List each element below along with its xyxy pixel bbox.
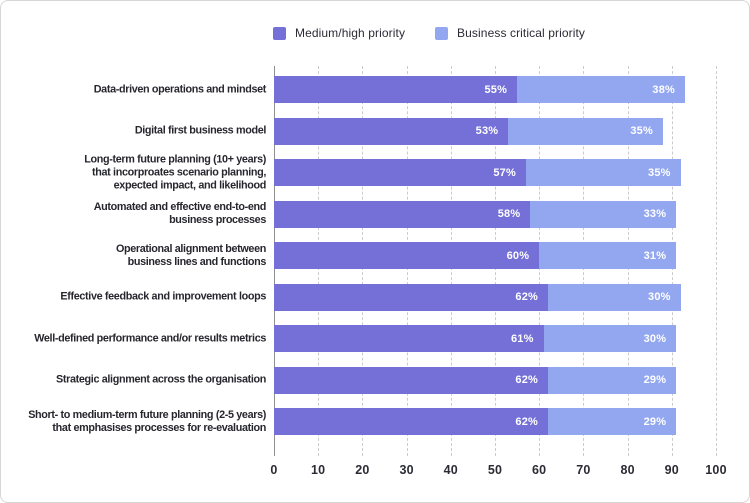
category-label: Well-defined performance and/or results … xyxy=(34,332,266,344)
bar-value-label: 62% xyxy=(515,415,539,428)
bar-row: 62% 29% xyxy=(274,408,677,435)
bar-value-label: 29% xyxy=(643,415,667,428)
x-axis-tick-label: 0 xyxy=(270,463,278,477)
bar-segment-medium-high: 61% xyxy=(274,325,544,352)
bar-row: 55% 38% xyxy=(274,76,686,103)
legend: Medium/high priority Business critical p… xyxy=(273,26,585,40)
bar-segment-business-critical: 29% xyxy=(548,408,677,435)
bar-value-label: 30% xyxy=(643,332,667,345)
bar-segment-business-critical: 30% xyxy=(548,283,681,311)
legend-label-business-critical: Business critical priority xyxy=(457,26,586,40)
bar-row: 53% 35% xyxy=(274,117,663,145)
x-axis-tick-label: 70 xyxy=(576,463,591,477)
bar-segment-medium-high: 55% xyxy=(274,76,518,103)
legend-label-medium-high: Medium/high priority xyxy=(295,26,406,40)
category-label: Effective feedback and improvement loops xyxy=(60,290,266,303)
bar-segment-business-critical: 35% xyxy=(525,159,681,186)
bar-row: 61% 30% xyxy=(274,325,677,352)
bar-value-label: 53% xyxy=(475,125,499,137)
bar-segment-business-critical: 33% xyxy=(530,200,677,228)
bar-segment-medium-high: 62% xyxy=(274,408,549,435)
x-axis-tick-label: 30 xyxy=(399,463,414,477)
bar-segment-business-critical: 35% xyxy=(508,117,663,145)
bar-segment-medium-high: 53% xyxy=(274,117,509,145)
legend-item-business-critical-priority: Business critical priority xyxy=(435,26,585,40)
bar-segment-business-critical: 30% xyxy=(543,325,677,352)
x-axis-tick-label: 100 xyxy=(705,463,727,477)
bar-value-label: 62% xyxy=(515,291,539,303)
x-axis-tick-label: 50 xyxy=(487,463,503,477)
bar-segment-medium-high: 58% xyxy=(274,200,531,228)
bar-value-label: 61% xyxy=(510,332,534,345)
bar-segment-business-critical: 29% xyxy=(548,366,677,394)
bar-value-label: 29% xyxy=(643,374,667,386)
bar-row: 58% 33% xyxy=(274,200,677,228)
gridline xyxy=(716,66,717,456)
category-label: Long-term future planning (10+ years) th… xyxy=(84,153,266,191)
bar-row: 62% 29% xyxy=(274,366,677,394)
category-label: Strategic alignment across the organisat… xyxy=(56,373,266,386)
x-axis-tick-label: 80 xyxy=(620,463,635,477)
x-axis-tick-label: 90 xyxy=(664,463,679,477)
legend-swatch-medium-high-icon xyxy=(273,26,286,40)
bar-segment-business-critical: 38% xyxy=(517,76,686,103)
bar-segment-medium-high: 62% xyxy=(274,366,549,394)
plot-area: 55% 38% 53% 35% 57% 35% 58% 33% 60% 31% 62% 30% 61% 3… xyxy=(274,66,717,456)
x-axis-tick-label: 60 xyxy=(532,463,547,477)
category-labels-column: Data-driven operations and mindset Digita… xyxy=(1,1,267,502)
bar-segment-medium-high: 60% xyxy=(274,242,540,269)
bar-value-label: 58% xyxy=(497,208,521,220)
x-axis-tick-label: 40 xyxy=(443,463,458,477)
bar-value-label: 30% xyxy=(648,291,671,303)
bar-segment-business-critical: 31% xyxy=(539,242,677,269)
bar-value-label: 60% xyxy=(506,249,530,262)
bar-value-label: 38% xyxy=(652,83,676,96)
bar-value-label: 31% xyxy=(643,249,667,262)
category-label: Data-driven operations and mindset xyxy=(93,83,267,95)
bar-value-label: 35% xyxy=(648,166,671,179)
bar-value-label: 62% xyxy=(515,374,539,386)
category-label: Short- to medium-term future planning (2… xyxy=(28,408,266,434)
category-label: Digital first business model xyxy=(134,124,267,137)
legend-swatch-business-critical-icon xyxy=(435,26,449,40)
category-label: Automated and effective end-to-end busin… xyxy=(93,201,267,226)
category-label: Operational alignment between business l… xyxy=(115,242,266,268)
bar-row: 62% 30% xyxy=(274,283,681,311)
bar-value-label: 57% xyxy=(493,166,516,179)
x-axis-tick-label: 10 xyxy=(311,463,326,477)
bar-row: 60% 31% xyxy=(274,242,677,269)
legend-item-medium-high-priority: Medium/high priority xyxy=(273,26,405,40)
bar-segment-medium-high: 57% xyxy=(274,159,526,186)
bar-row: 57% 35% xyxy=(274,159,681,186)
x-axis-tick-label: 20 xyxy=(355,463,370,477)
bar-segment-medium-high: 62% xyxy=(274,283,549,311)
bar-value-label: 35% xyxy=(630,125,653,137)
bar-value-label: 33% xyxy=(643,208,667,220)
bar-value-label: 55% xyxy=(484,83,508,96)
